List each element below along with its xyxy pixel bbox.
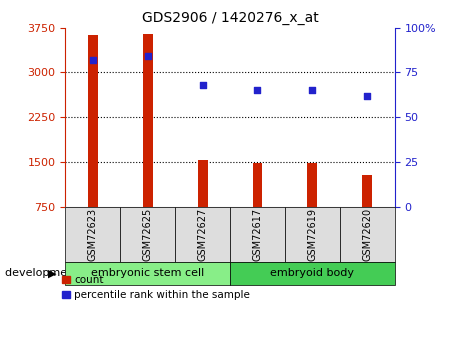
Bar xyxy=(143,33,152,207)
Text: GSM72627: GSM72627 xyxy=(198,208,207,261)
Text: GSM72620: GSM72620 xyxy=(362,208,372,261)
Bar xyxy=(253,163,262,207)
Point xyxy=(144,53,152,59)
Point xyxy=(89,57,97,63)
Text: GSM72623: GSM72623 xyxy=(88,208,98,261)
Text: ▶: ▶ xyxy=(48,268,56,278)
Point xyxy=(309,88,316,93)
Bar xyxy=(308,163,317,207)
Text: GSM72619: GSM72619 xyxy=(307,208,318,261)
Point xyxy=(364,93,371,99)
Text: embryoid body: embryoid body xyxy=(270,268,354,278)
Text: GSM72625: GSM72625 xyxy=(143,208,153,261)
Title: GDS2906 / 1420276_x_at: GDS2906 / 1420276_x_at xyxy=(142,11,318,25)
Bar xyxy=(88,36,98,207)
Bar xyxy=(362,175,372,207)
Text: embryonic stem cell: embryonic stem cell xyxy=(91,268,204,278)
Bar xyxy=(198,160,207,207)
Text: GSM72617: GSM72617 xyxy=(253,208,262,261)
Legend: count, percentile rank within the sample: count, percentile rank within the sample xyxy=(62,275,250,300)
Point xyxy=(254,88,261,93)
Text: development stage: development stage xyxy=(5,268,113,278)
Point xyxy=(199,82,206,88)
